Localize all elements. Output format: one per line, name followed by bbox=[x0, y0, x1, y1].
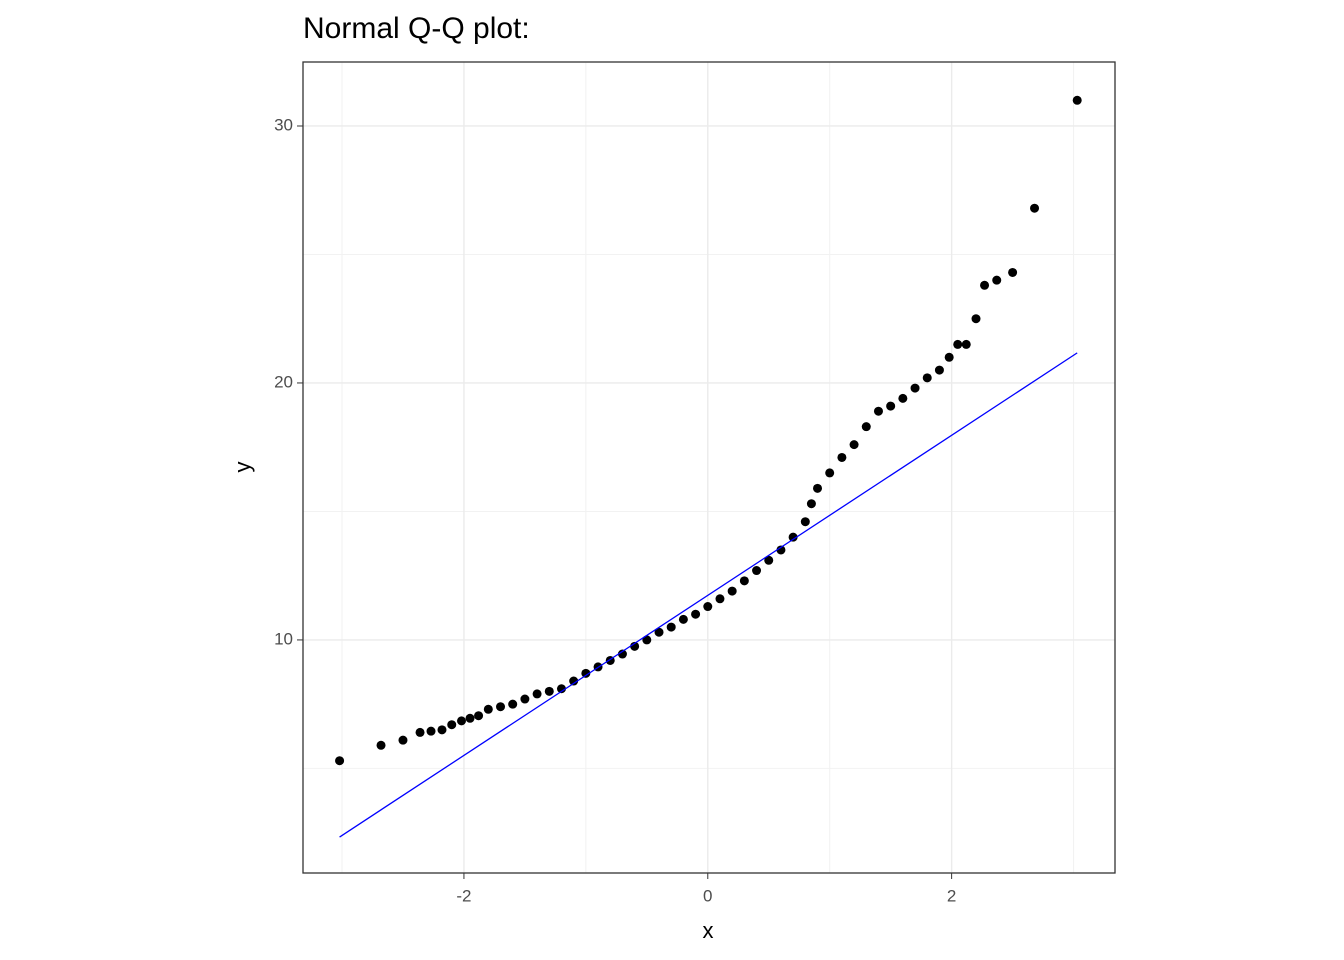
point bbox=[544, 686, 554, 696]
point bbox=[776, 545, 786, 555]
point bbox=[800, 517, 810, 527]
point bbox=[849, 440, 859, 450]
point bbox=[703, 602, 713, 612]
point bbox=[1072, 95, 1082, 105]
point bbox=[520, 694, 530, 704]
panel-border bbox=[302, 61, 1116, 874]
point bbox=[980, 280, 990, 290]
point bbox=[426, 726, 436, 736]
point bbox=[961, 339, 971, 349]
point bbox=[739, 576, 749, 586]
point bbox=[788, 532, 798, 542]
point bbox=[376, 740, 386, 750]
point bbox=[715, 594, 725, 604]
point bbox=[971, 314, 981, 324]
point bbox=[1030, 203, 1040, 213]
point bbox=[617, 649, 627, 659]
x-tick-label: -2 bbox=[456, 886, 471, 905]
y-tick-label: 30 bbox=[274, 115, 293, 134]
point bbox=[934, 365, 944, 375]
point bbox=[953, 339, 963, 349]
point bbox=[813, 483, 823, 493]
y-tick-label: 20 bbox=[274, 372, 293, 391]
point bbox=[415, 727, 425, 737]
x-tick-label: 0 bbox=[703, 886, 712, 905]
point bbox=[437, 725, 447, 735]
point bbox=[837, 452, 847, 462]
point bbox=[886, 401, 896, 411]
point bbox=[398, 735, 408, 745]
point bbox=[922, 373, 932, 383]
point bbox=[898, 393, 908, 403]
point bbox=[825, 468, 835, 478]
point bbox=[483, 704, 493, 714]
point bbox=[752, 566, 762, 576]
point bbox=[873, 406, 883, 416]
point bbox=[447, 720, 457, 730]
x-axis-label: x bbox=[703, 918, 714, 943]
point bbox=[456, 716, 466, 726]
point bbox=[474, 711, 484, 721]
point bbox=[556, 684, 566, 694]
y-tick-label: 10 bbox=[274, 629, 293, 648]
point bbox=[642, 635, 652, 645]
y-axis-label: y bbox=[230, 462, 255, 473]
point bbox=[465, 713, 475, 723]
point bbox=[806, 499, 816, 509]
point bbox=[910, 383, 920, 393]
point bbox=[992, 275, 1002, 285]
point bbox=[581, 668, 591, 678]
panel-background bbox=[303, 62, 1115, 873]
point bbox=[861, 422, 871, 432]
point bbox=[764, 555, 774, 565]
point bbox=[569, 676, 579, 686]
point bbox=[691, 609, 701, 619]
point bbox=[508, 699, 518, 709]
point bbox=[666, 622, 676, 632]
point bbox=[335, 756, 345, 766]
point bbox=[727, 586, 737, 596]
point bbox=[532, 689, 542, 699]
x-tick-label: 2 bbox=[947, 886, 956, 905]
chart-title: Normal Q-Q plot: bbox=[303, 12, 530, 45]
reference-line bbox=[339, 352, 1078, 838]
point bbox=[944, 352, 954, 362]
point bbox=[678, 614, 688, 624]
point bbox=[654, 627, 664, 637]
point bbox=[496, 702, 506, 712]
point bbox=[1008, 267, 1018, 277]
